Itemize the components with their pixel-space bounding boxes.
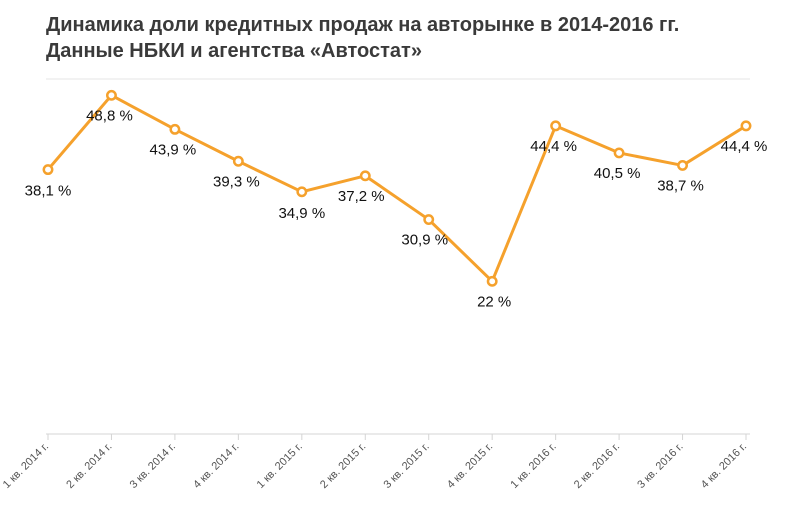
x-tick-label: 3 кв. 2014 г. <box>128 441 178 491</box>
data-label: 40,5 % <box>594 165 641 182</box>
x-tick-label: 2 кв. 2016 г. <box>572 441 622 491</box>
data-point <box>296 186 308 198</box>
x-tick-label: 4 кв. 2015 г. <box>445 441 495 491</box>
data-label: 38,7 % <box>657 177 704 194</box>
x-tick-label: 1 кв. 2014 г. <box>1 441 51 491</box>
data-label: 48,8 % <box>86 107 133 124</box>
data-label: 44,4 % <box>721 138 768 155</box>
data-point <box>169 123 181 135</box>
data-label: 37,2 % <box>338 188 385 205</box>
x-tick-label: 1 кв. 2016 г. <box>508 441 558 491</box>
x-axis-tick-labels: 1 кв. 2014 г. 2 кв. 2014 г. 3 кв. 2014 г. 4… <box>1 441 749 491</box>
data-point <box>359 170 371 182</box>
data-point <box>232 155 244 167</box>
data-labels: 38,1 % 48,8 % 43,9 % 39,3 % 34,9 % 37,2 % 30,9… <box>25 107 768 310</box>
x-tick-label: 1 кв. 2015 г. <box>255 441 305 491</box>
series-points <box>42 89 752 287</box>
data-label: 43,9 % <box>150 141 197 158</box>
data-point <box>42 164 54 176</box>
chart-title: Динамика доли кредитных продаж на авторы… <box>46 14 680 36</box>
x-axis-ticks <box>47 434 747 440</box>
x-tick-label: 4 кв. 2014 г. <box>191 441 241 491</box>
x-tick-label: 4 кв. 2016 г. <box>699 441 749 491</box>
data-point <box>740 120 752 132</box>
data-label: 39,3 % <box>213 173 260 190</box>
data-point <box>550 120 562 132</box>
data-label: 22 % <box>477 293 511 310</box>
series-line <box>46 93 748 283</box>
data-label: 30,9 % <box>401 232 448 249</box>
data-label: 38,1 % <box>25 183 72 200</box>
x-tick-label: 2 кв. 2014 г. <box>64 441 114 491</box>
x-tick-label: 3 кв. 2015 г. <box>382 441 432 491</box>
data-point <box>106 89 117 101</box>
x-tick-label: 3 кв. 2016 г. <box>635 441 685 491</box>
data-point <box>677 159 688 171</box>
data-label: 44,4 % <box>530 138 577 155</box>
data-point <box>486 275 498 287</box>
data-label: 34,9 % <box>278 205 325 222</box>
x-tick-label: 2 кв. 2015 г. <box>318 441 368 491</box>
chart-subtitle: Данные НБКИ и агентства «Автостат» <box>46 40 422 62</box>
data-point <box>613 147 625 159</box>
data-point <box>423 214 435 226</box>
chart-title-block: Динамика доли кредитных продаж на авторы… <box>46 12 786 64</box>
